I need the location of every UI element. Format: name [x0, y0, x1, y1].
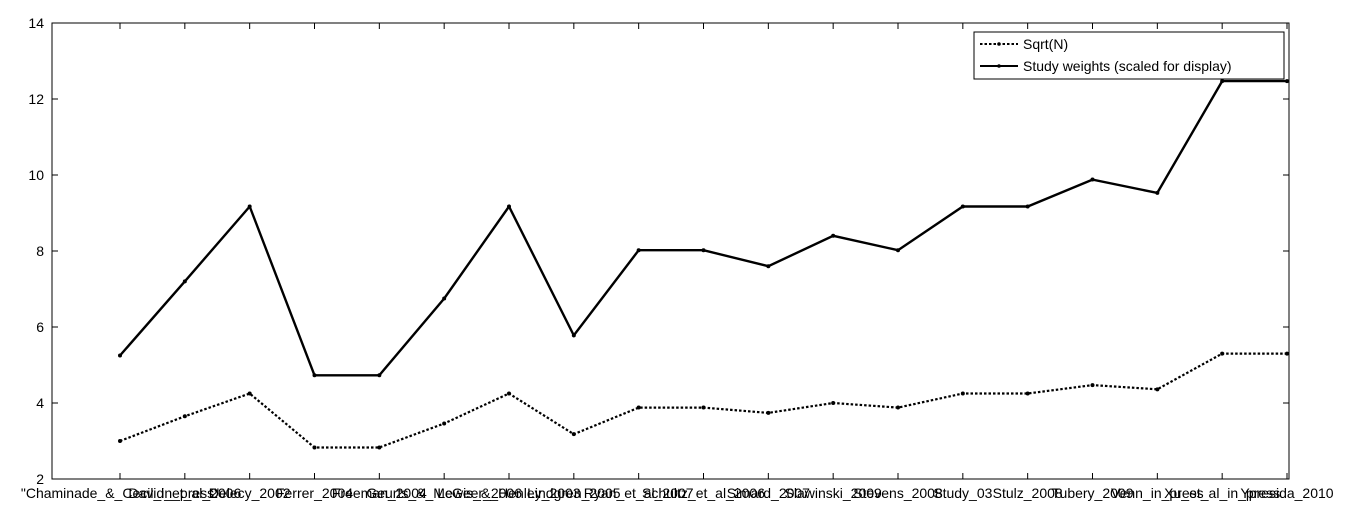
x-axis: "Chaminade_&_Cecil_in_press"David_et_al_… — [21, 23, 1334, 501]
x-tick-label: Delecy_2002 — [209, 485, 291, 501]
data-point-study-weights-scaled-for-display — [377, 373, 382, 378]
y-tick-label: 6 — [36, 319, 44, 335]
y-tick-label: 8 — [36, 243, 44, 259]
data-point-sqrt-n — [1220, 351, 1225, 356]
x-tick-label: Slawinski_2009 — [785, 485, 882, 501]
data-point-study-weights-scaled-for-display — [1025, 204, 1030, 209]
data-point-sqrt-n — [960, 391, 965, 396]
legend-marker-study-weights — [997, 64, 1001, 68]
data-point-sqrt-n — [636, 405, 641, 410]
data-point-sqrt-n — [896, 405, 900, 410]
legend: Sqrt(N) Study weights (scaled for displa… — [973, 31, 1285, 80]
x-tick-label: Freeman_2004 — [332, 485, 427, 501]
x-tick-label: Tubery_2009 — [1052, 485, 1134, 501]
data-point-study-weights-scaled-for-display — [701, 248, 706, 253]
data-point-study-weights-scaled-for-display — [182, 279, 187, 284]
data-point-sqrt-n — [312, 445, 317, 450]
data-point-study-weights-scaled-for-display — [118, 353, 122, 358]
data-point-study-weights-scaled-for-display — [1220, 79, 1225, 84]
legend-label-study-weights: Study weights (scaled for display) — [1023, 58, 1232, 74]
data-point-sqrt-n — [1285, 351, 1289, 356]
data-point-sqrt-n — [247, 391, 252, 396]
data-point-sqrt-n — [1025, 391, 1030, 396]
data-point-sqrt-n — [571, 432, 576, 437]
x-tick-label: Simard_2007 — [727, 485, 810, 501]
x-tick-label: Stevens_2008 — [853, 485, 943, 501]
data-point-sqrt-n — [831, 401, 836, 405]
data-point-study-weights-scaled-for-display — [1090, 177, 1095, 182]
x-tick-label: "Chaminade_&_Cecil_in_press" — [21, 485, 219, 501]
y-tick-label: 14 — [28, 15, 44, 31]
y-axis: 2 4 6 8 10 12 14 — [28, 15, 1289, 487]
x-tick-label: Venn_in_press — [1111, 485, 1204, 501]
data-point-sqrt-n — [118, 439, 122, 443]
data-point-sqrt-n — [1155, 387, 1160, 392]
x-tick-label: Lindgren_2005 — [527, 485, 621, 501]
data-point-study-weights-scaled-for-display — [571, 333, 576, 338]
x-tick-label: Study_03 — [933, 485, 992, 501]
y-tick-label: 2 — [36, 471, 44, 487]
data-point-study-weights-scaled-for-display — [247, 204, 252, 209]
data-point-sqrt-n — [1090, 383, 1095, 388]
data-point-sqrt-n — [507, 391, 511, 396]
x-tick-label: Schultz_et_al_2006 — [642, 485, 765, 501]
data-point-sqrt-n — [701, 405, 706, 410]
legend-box — [973, 31, 1285, 80]
data-point-study-weights-scaled-for-display — [831, 233, 836, 238]
data-point-study-weights-scaled-for-display — [442, 296, 447, 301]
x-tick-label: Ypresida_2010 — [1240, 485, 1333, 501]
y-tick-label: 4 — [36, 395, 44, 411]
data-point-study-weights-scaled-for-display — [896, 248, 900, 253]
x-tick-label: Lewis_&_Henley_2003 — [437, 485, 580, 501]
data-point-study-weights-scaled-for-display — [1155, 190, 1160, 195]
legend-marker-sqrt-n — [997, 42, 1001, 46]
data-point-study-weights-scaled-for-display — [766, 264, 771, 269]
data-point-sqrt-n — [766, 410, 771, 415]
x-tick-label: Stulz_2008 — [993, 485, 1063, 501]
x-tick-label: David_et_al_2006 — [128, 485, 241, 501]
x-tick-label: Xu_et_al_in_press — [1164, 485, 1280, 501]
x-tick-label: Ferrer_2004 — [276, 485, 353, 501]
series-layer — [118, 79, 1289, 450]
data-point-study-weights-scaled-for-display — [960, 204, 965, 209]
data-point-study-weights-scaled-for-display — [1285, 79, 1289, 84]
data-point-study-weights-scaled-for-display — [312, 373, 317, 378]
y-tick-label: 10 — [28, 167, 44, 183]
data-point-study-weights-scaled-for-display — [636, 248, 641, 253]
legend-label-sqrt-n: Sqrt(N) — [1023, 36, 1068, 52]
data-point-sqrt-n — [377, 445, 382, 450]
data-point-sqrt-n — [182, 414, 187, 419]
data-point-study-weights-scaled-for-display — [507, 204, 511, 209]
x-tick-label: Geurts_&_McGeer_2006 — [366, 485, 522, 501]
y-tick-label: 12 — [28, 91, 44, 107]
x-tick-label: Ryan_et_al_2007 — [584, 485, 694, 501]
data-point-sqrt-n — [442, 421, 447, 426]
